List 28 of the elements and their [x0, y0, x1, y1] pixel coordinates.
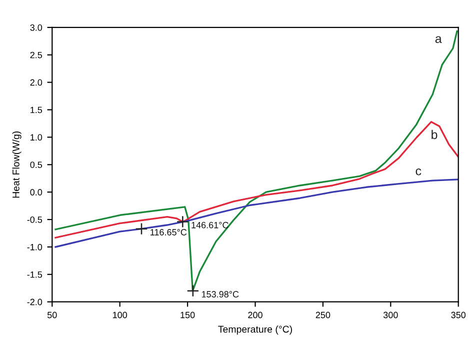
x-tick-label: 50: [47, 312, 57, 318]
series-label: b: [432, 130, 438, 140]
y-tick-label: 0.0: [30, 189, 42, 196]
y-tick-label: -1.5: [27, 271, 42, 278]
y-tick-label: 1.5: [30, 106, 42, 114]
x-tick-label: 350: [451, 312, 466, 318]
y-tick-label: 2.5: [30, 52, 42, 58]
x-tick-label: 150: [180, 312, 195, 318]
annotation: 116.65°C: [150, 229, 187, 236]
line-series: [54, 121, 458, 238]
line-series: [54, 178, 458, 248]
y-tick-label: 1.0: [30, 134, 42, 141]
y-axis-title: Heat Flow(W/g): [12, 131, 22, 198]
x-tick-label: 100: [113, 312, 128, 318]
series-label: a: [435, 36, 442, 44]
y-tick-label: 0.5: [30, 162, 42, 168]
y-tick-label: -2.0: [27, 298, 42, 306]
x-tick-label: 200: [248, 312, 262, 318]
x-tick-label: 250: [316, 312, 330, 318]
annotation: 153.98°C: [202, 291, 239, 298]
x-axis-title: Temperature (°C): [218, 326, 292, 335]
x-tick-label: 300: [383, 312, 398, 318]
series-label: c: [416, 168, 422, 176]
annotation: 146.61°C: [192, 222, 228, 228]
y-tick-label: -1.0: [27, 244, 42, 250]
y-tick-label: 3.0: [30, 24, 42, 31]
y-tick-label: 2.0: [30, 79, 42, 86]
y-tick-label: -0.5: [27, 216, 42, 223]
